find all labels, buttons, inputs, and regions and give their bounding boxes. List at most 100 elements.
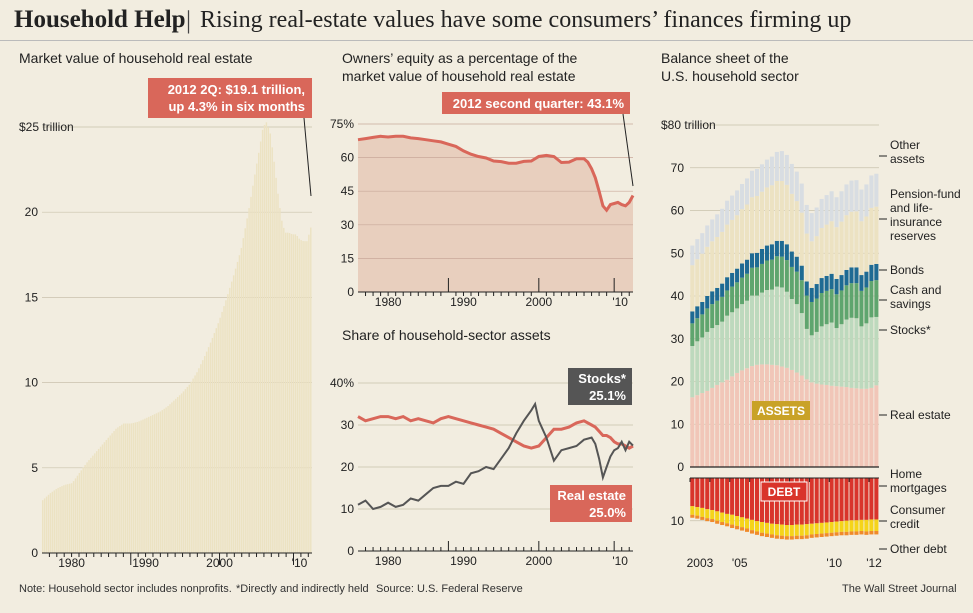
debt-bar-segment	[819, 478, 824, 523]
market-callout-line2: up 4.3% in six months	[168, 99, 305, 114]
asset-bar-segment	[764, 260, 769, 291]
market-value-bar	[211, 337, 214, 553]
debt-bar-segment	[690, 514, 695, 518]
asset-bar-segment	[740, 263, 745, 278]
y-tick-label: 45	[341, 184, 355, 198]
y-tick-label: 60	[671, 204, 685, 218]
market-value-bar	[302, 240, 304, 553]
asset-bar-segment	[814, 236, 819, 285]
debt-bar-segment	[784, 525, 789, 537]
asset-bar-segment	[864, 271, 869, 288]
market-value-bar	[138, 421, 140, 553]
debt-bar-segment	[819, 522, 824, 534]
market-value-bar	[128, 423, 131, 553]
debt-bar-segment	[705, 518, 710, 522]
market-value-bar	[275, 177, 277, 554]
x-tick-label: 1990	[450, 554, 477, 568]
debt-bar-segment	[854, 520, 859, 532]
y-tick-label: 0	[677, 460, 684, 474]
asset-bar-segment	[819, 198, 824, 229]
asset-bar-segment	[764, 187, 769, 246]
asset-bar-segment	[869, 207, 874, 265]
asset-bar-segment	[774, 151, 779, 182]
label-pension-1: Pension-fund	[890, 187, 961, 201]
asset-bar-segment	[839, 191, 844, 222]
asset-bar-segment	[700, 233, 705, 254]
asset-bar-segment	[859, 189, 864, 222]
asset-bar-segment	[829, 191, 834, 222]
asset-bar-segment	[819, 384, 824, 467]
asset-bar-segment	[730, 272, 735, 287]
debt-bar-segment	[804, 524, 809, 536]
market-value-bar	[148, 416, 150, 553]
asset-bar-segment	[740, 304, 745, 371]
asset-bar-segment	[695, 306, 700, 319]
asset-bar-segment	[799, 375, 804, 467]
market-value-bar	[219, 317, 221, 553]
x-tick-label: 2003	[687, 556, 714, 570]
market-value-bar	[134, 422, 136, 553]
market-value-bar	[190, 381, 192, 553]
debt-bar-segment	[829, 522, 834, 533]
debt-bar-segment	[759, 532, 765, 537]
asset-bar-segment	[849, 180, 854, 212]
y-tick-label: 75%	[330, 117, 354, 131]
asset-bar-segment	[814, 284, 819, 299]
market-value-bar	[126, 423, 129, 553]
asset-bar-segment	[789, 163, 794, 194]
asset-bar-segment	[690, 397, 695, 467]
asset-bar-segment	[754, 169, 760, 196]
asset-bar-segment	[745, 300, 750, 369]
debt-bar-segment	[849, 478, 854, 521]
market-value-bar	[196, 372, 198, 553]
asset-bar-segment	[754, 295, 760, 365]
debt-bar-segment	[844, 478, 849, 521]
debt-bar-segment	[710, 478, 715, 511]
y-tick-label: 50	[671, 246, 685, 260]
re-callout-line1: Real estate	[557, 488, 626, 503]
market-callout-line1: 2012 2Q: $19.1 trillion,	[168, 82, 305, 97]
asset-bar-segment	[804, 328, 809, 380]
asset-bar-segment	[705, 390, 710, 467]
asset-bar-segment	[814, 298, 819, 332]
market-value-bar	[194, 375, 196, 553]
market-value-bar	[55, 489, 57, 553]
asset-bar-segment	[740, 370, 745, 467]
y-tick-label: 20	[671, 375, 685, 389]
debt-bar-segment	[700, 516, 705, 520]
asset-bar-segment	[705, 246, 710, 296]
market-value-bar	[109, 435, 111, 553]
debt-bar-segment	[814, 478, 819, 524]
debt-bar-segment	[774, 535, 779, 539]
x-tick-label: '12	[866, 556, 882, 570]
market-value-bar	[283, 227, 285, 553]
market-value-bar	[294, 234, 297, 554]
asset-bar-segment	[874, 173, 879, 207]
asset-bar-segment	[759, 263, 765, 293]
label-stocks: Stocks*	[890, 323, 931, 337]
market-value-bar	[173, 400, 175, 553]
asset-bar-segment	[730, 376, 735, 467]
debt-bar-segment	[764, 522, 769, 534]
market-value-bar	[182, 391, 185, 553]
y-tick-label: 60	[341, 151, 355, 165]
market-value-bar	[192, 378, 194, 553]
asset-bar-segment	[749, 295, 755, 367]
debt-bar-segment	[849, 531, 854, 535]
debt-bar-segment	[720, 478, 725, 513]
y-tick-label: $80 trillion	[661, 118, 716, 132]
y-tick-label: 70	[671, 161, 685, 175]
asset-bar-segment	[705, 308, 710, 332]
asset-bar-segment	[829, 322, 834, 386]
asset-bar-segment	[854, 211, 859, 268]
asset-bar-segment	[735, 268, 740, 283]
debt-bar-segment	[749, 530, 755, 534]
y-tick-label: 20	[341, 460, 355, 474]
market-value-bar	[232, 275, 235, 553]
asset-bar-segment	[700, 314, 705, 338]
asset-bar-segment	[804, 204, 809, 234]
asset-bar-segment	[834, 294, 839, 329]
asset-bar-segment	[839, 386, 844, 467]
asset-bar-segment	[720, 208, 725, 232]
stocks-callout-line2: 25.1%	[589, 388, 626, 403]
